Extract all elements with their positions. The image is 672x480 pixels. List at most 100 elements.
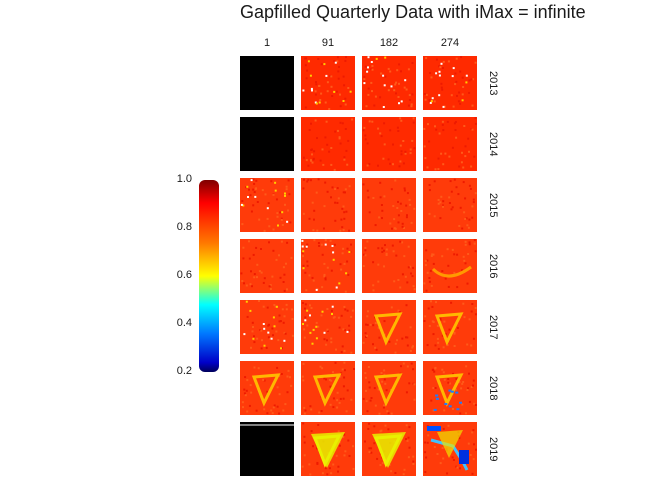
texture-speck	[437, 341, 440, 344]
texture-speck	[424, 441, 427, 444]
texture-speck	[330, 341, 333, 344]
texture-speck	[374, 322, 377, 325]
speck	[431, 97, 434, 100]
texture-speck	[424, 259, 427, 262]
texture-speck	[387, 158, 390, 161]
row-label: 2019	[487, 436, 499, 462]
texture-speck	[256, 263, 259, 266]
texture-speck	[425, 289, 428, 292]
texture-speck	[255, 409, 258, 412]
speck	[338, 282, 341, 285]
texture-speck	[275, 330, 278, 333]
texture-speck	[248, 188, 250, 191]
texture-speck	[397, 214, 400, 217]
texture-speck	[428, 189, 431, 192]
texture-speck	[334, 188, 337, 190]
texture-speck	[451, 456, 454, 459]
heatmap-tile	[240, 239, 294, 293]
texture-speck	[245, 389, 248, 392]
texture-speck	[404, 152, 407, 155]
texture-speck	[403, 86, 406, 89]
texture-speck	[311, 153, 313, 156]
texture-speck	[380, 72, 383, 75]
speck	[280, 347, 282, 350]
tile-image	[423, 300, 477, 354]
texture-speck	[303, 178, 305, 181]
texture-speck	[277, 339, 280, 342]
speck	[272, 316, 275, 319]
texture-speck	[380, 429, 383, 432]
texture-speck	[291, 308, 293, 311]
texture-speck	[253, 341, 256, 344]
texture-speck	[282, 409, 285, 412]
heatmap-tile	[301, 300, 355, 354]
texture-speck	[399, 160, 402, 163]
texture-speck	[268, 285, 271, 288]
texture-speck	[271, 327, 274, 330]
texture-speck	[311, 276, 314, 279]
texture-speck	[318, 244, 321, 247]
texture-speck	[426, 441, 429, 444]
heatmap-tile	[301, 361, 355, 415]
texture-speck	[430, 255, 433, 257]
texture-speck	[473, 443, 475, 446]
texture-speck	[399, 202, 402, 205]
texture-speck	[465, 217, 468, 220]
texture-speck	[308, 463, 311, 466]
texture-speck	[266, 217, 269, 220]
texture-speck	[308, 274, 311, 277]
texture-speck	[427, 307, 430, 310]
texture-speck	[283, 273, 286, 276]
heatmap-tile	[362, 422, 416, 476]
texture-speck	[431, 253, 434, 256]
texture-speck	[432, 262, 435, 265]
texture-speck	[331, 95, 334, 97]
texture-speck	[464, 240, 467, 243]
texture-speck	[424, 157, 427, 160]
texture-speck	[346, 309, 349, 312]
texture-speck	[413, 383, 416, 386]
tile-background	[240, 239, 294, 293]
texture-speck	[377, 263, 380, 266]
texture-speck	[310, 307, 313, 309]
texture-speck	[443, 320, 446, 323]
texture-speck	[304, 271, 307, 274]
texture-speck	[266, 306, 269, 309]
texture-speck	[441, 120, 444, 123]
texture-speck	[440, 86, 443, 89]
texture-speck	[363, 78, 366, 81]
texture-speck	[303, 412, 306, 415]
texture-speck	[301, 465, 304, 468]
texture-speck	[462, 166, 465, 169]
texture-speck	[330, 379, 333, 382]
texture-speck	[282, 321, 285, 324]
texture-speck	[364, 249, 367, 252]
texture-speck	[370, 397, 373, 399]
texture-speck	[375, 348, 378, 351]
texture-speck	[423, 145, 426, 148]
texture-speck	[291, 334, 294, 337]
texture-speck	[368, 381, 371, 384]
texture-speck	[316, 461, 319, 464]
texture-speck	[472, 337, 475, 340]
texture-speck	[317, 178, 320, 181]
texture-speck	[273, 404, 276, 407]
texture-speck	[321, 472, 324, 475]
tile-background	[423, 239, 477, 293]
speck	[383, 84, 386, 87]
texture-speck	[428, 280, 431, 283]
texture-speck	[251, 330, 254, 333]
texture-speck	[329, 239, 332, 242]
texture-speck	[372, 284, 375, 287]
texture-speck	[434, 168, 437, 171]
texture-speck	[333, 243, 336, 246]
speck	[284, 194, 286, 197]
texture-speck	[301, 251, 304, 254]
texture-speck	[250, 346, 252, 349]
tile-image	[301, 422, 355, 476]
texture-speck	[241, 200, 244, 202]
texture-speck	[311, 161, 314, 164]
texture-speck	[284, 403, 287, 406]
texture-speck	[433, 180, 436, 183]
texture-speck	[281, 224, 284, 226]
